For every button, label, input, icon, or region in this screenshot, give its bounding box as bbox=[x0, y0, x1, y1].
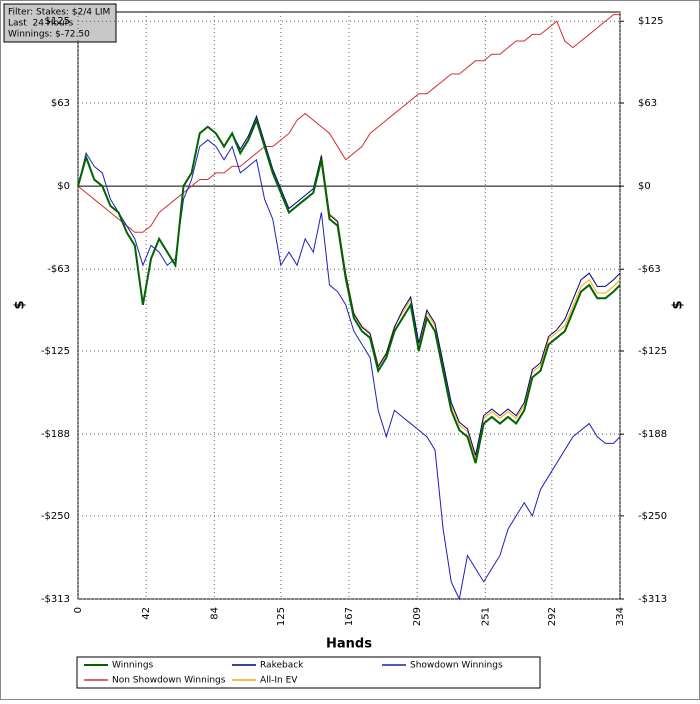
y2-axis-label: $ bbox=[671, 300, 686, 309]
y-tick-label: -$125 bbox=[41, 346, 70, 357]
legend-label: Non Showdown Winnings bbox=[112, 676, 226, 686]
x-tick-label: 42 bbox=[141, 607, 152, 620]
legend-label: All-In EV bbox=[260, 676, 298, 686]
x-tick-label: 334 bbox=[615, 607, 626, 626]
y2-tick-label: $63 bbox=[638, 98, 657, 109]
series-line bbox=[77, 139, 621, 601]
y-tick-label: -$188 bbox=[41, 429, 70, 440]
y2-tick-label: -$125 bbox=[638, 346, 667, 357]
y-axis-label: $ bbox=[13, 300, 28, 309]
legend-label: Rakeback bbox=[260, 661, 304, 671]
plot-area bbox=[77, 11, 621, 600]
x-tick-label: 251 bbox=[480, 607, 491, 626]
legend-label: Winnings bbox=[112, 661, 154, 671]
x-axis-label: Hands bbox=[326, 637, 372, 652]
y-tick-label: $63 bbox=[51, 98, 70, 109]
y2-tick-label: $0 bbox=[638, 181, 651, 192]
y-tick-label: $0 bbox=[57, 181, 70, 192]
series-line bbox=[77, 14, 620, 233]
series-line bbox=[77, 117, 621, 464]
x-tick-label: 125 bbox=[276, 607, 287, 626]
x-tick-label: 0 bbox=[73, 607, 84, 613]
y-tick-label: -$250 bbox=[41, 511, 70, 522]
y2-tick-label: -$313 bbox=[638, 594, 667, 605]
x-tick-label: 292 bbox=[547, 607, 558, 626]
x-tick-label: 209 bbox=[412, 607, 423, 626]
y2-tick-label: -$250 bbox=[638, 511, 667, 522]
x-tick-label: 167 bbox=[344, 607, 355, 626]
x-tick-label: 84 bbox=[209, 607, 220, 620]
legend bbox=[76, 656, 541, 689]
legend-label: Showdown Winnings bbox=[410, 661, 503, 671]
filter-line: Winnings: $-72.50 bbox=[8, 30, 90, 40]
y2-tick-label: -$63 bbox=[638, 264, 661, 275]
y-tick-label: $125 bbox=[45, 16, 70, 27]
filter-line: Filter: Stakes: $2/4 LIM bbox=[8, 8, 110, 18]
filter-box bbox=[3, 3, 117, 43]
y2-tick-label: -$188 bbox=[638, 429, 667, 440]
y-tick-label: -$63 bbox=[47, 264, 70, 275]
y-tick-label: -$313 bbox=[41, 594, 70, 605]
filter-line: Last 24 Hours bbox=[8, 19, 73, 29]
y2-tick-label: $125 bbox=[638, 16, 663, 27]
